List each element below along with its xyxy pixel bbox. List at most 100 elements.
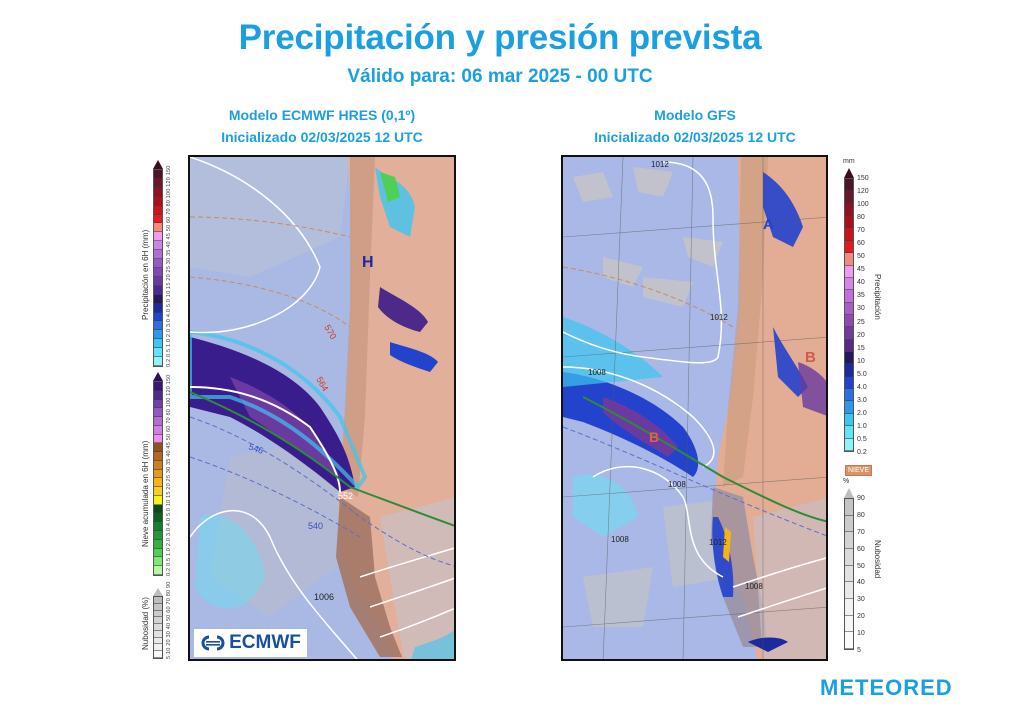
legend-color-swatch — [154, 232, 162, 242]
snow-color-bar — [153, 381, 163, 576]
legend-color-swatch — [154, 443, 162, 453]
legend-color-swatch — [154, 513, 162, 523]
legend-color-swatch — [154, 348, 162, 358]
legend-color-swatch — [154, 539, 162, 549]
legend-color-swatch — [154, 531, 162, 540]
legend-arrow-icon — [153, 160, 163, 169]
legend-tick-label: 2.0 — [857, 409, 867, 417]
legend-color-swatch — [154, 303, 162, 313]
legend-color-swatch — [154, 469, 162, 479]
precip-legend-title: Precipitación en 6H (mm) — [141, 229, 150, 320]
legend-color-swatch — [154, 566, 162, 575]
legend-arrow-icon — [844, 168, 854, 178]
legend-tick-label: 5.0 — [857, 370, 867, 378]
legend-color-swatch — [154, 223, 162, 233]
svg-text:552: 552 — [338, 491, 353, 501]
ecmwf-map-graphic: H 570 564 546 552 540 1006 — [190, 157, 454, 659]
legend-color-swatch — [845, 438, 853, 451]
legend-tick-label: 40 — [857, 279, 865, 287]
legend-color-swatch — [845, 314, 853, 328]
legend-color-swatch — [154, 504, 162, 514]
legend-color-swatch — [845, 290, 853, 303]
legend-tick-label: 3.0 — [857, 396, 867, 404]
svg-text:1008: 1008 — [745, 582, 763, 591]
gfs-panel-header: Modelo GFS Inicializado 02/03/2025 12 UT… — [560, 104, 830, 148]
cloud-legend-title: Nubosidad — [873, 540, 882, 579]
gfs-map-graphic: A B B 1012 1012 1008 1008 1008 1012 1008 — [563, 157, 826, 659]
gfs-model-name: Modelo GFS — [654, 107, 736, 123]
legend-color-swatch — [154, 294, 162, 304]
legend-color-swatch — [154, 557, 162, 567]
legend-color-swatch — [154, 285, 162, 295]
legend-color-swatch — [154, 487, 162, 496]
legend-tick-label: 50 — [857, 253, 865, 261]
precip-color-bar — [153, 169, 163, 367]
legend-tick-label: 20 — [857, 613, 865, 621]
legend-color-swatch — [845, 376, 853, 390]
legend-tick-label: 60 — [857, 545, 865, 553]
svg-text:1012: 1012 — [651, 160, 669, 169]
legend-tick-label: 100 — [857, 201, 869, 209]
svg-text:1008: 1008 — [588, 368, 606, 377]
legend-tick-label: 0.5 — [857, 435, 867, 443]
ecmwf-forecast-map[interactable]: H 570 564 546 552 540 1006 ECMWF — [188, 155, 456, 661]
precip-legend-title: Precipitación — [873, 274, 882, 320]
legend-color-swatch — [845, 413, 853, 427]
legend-color-swatch — [154, 630, 162, 638]
legend-tick-label: 90 — [857, 495, 865, 502]
cloud-color-bar — [153, 596, 163, 659]
legend-color-swatch — [845, 615, 853, 633]
precip-unit: mm — [843, 158, 855, 165]
ecmwf-init-time: Inicializado 02/03/2025 12 UTC — [221, 129, 423, 145]
svg-text:1012: 1012 — [709, 538, 727, 547]
legend-color-swatch — [154, 495, 162, 505]
legend-color-swatch — [154, 651, 162, 658]
svg-text:A: A — [763, 216, 774, 233]
svg-text:1008: 1008 — [668, 480, 686, 489]
legend-arrow-icon — [844, 488, 854, 498]
legend-color-swatch — [845, 302, 853, 315]
legend-tick-label: 30 — [857, 596, 865, 604]
legend-tick-label: 5 — [857, 647, 861, 654]
legend-color-swatch — [154, 187, 162, 197]
legend-color-swatch — [845, 389, 853, 402]
legend-color-swatch — [154, 399, 162, 409]
gfs-forecast-map[interactable]: A B B 1012 1012 1008 1008 1008 1012 1008 — [561, 155, 828, 661]
legend-color-swatch — [845, 277, 853, 291]
legend-tick-label: 40 — [857, 579, 865, 587]
legend-tick-label: 50 — [857, 562, 865, 570]
legend-color-swatch — [154, 390, 162, 400]
legend-color-swatch — [154, 259, 162, 268]
legend-color-swatch — [845, 598, 853, 616]
svg-text:540: 540 — [308, 521, 323, 531]
legend-color-swatch — [154, 178, 162, 188]
legend-color-swatch — [845, 499, 853, 516]
legend-color-swatch — [154, 408, 162, 418]
legend-color-swatch — [154, 339, 162, 349]
snow-legend-title: Nieve acumulada en 6H (mm) — [141, 440, 150, 547]
legend-color-swatch — [845, 327, 853, 340]
cloud-color-bar — [844, 498, 854, 650]
legend-tick-label: 35 — [857, 292, 865, 300]
legend-tick-label: 20 — [857, 331, 865, 339]
svg-text:546: 546 — [247, 441, 265, 456]
legend-tick-label: 80 — [857, 214, 865, 222]
page-title: Precipitación y presión prevista — [238, 18, 762, 57]
legend-color-swatch — [845, 339, 853, 353]
legend-tick-label: 150 — [857, 175, 869, 182]
legend-color-swatch — [154, 170, 162, 179]
legend-color-swatch — [154, 617, 162, 625]
legend-tick-label: 60 — [857, 240, 865, 248]
legend-arrow-icon — [153, 588, 163, 596]
high-pressure-label: H — [362, 254, 374, 271]
snow-badge: NIEVE — [845, 465, 873, 476]
legend-tick-label: 30 — [857, 305, 865, 313]
legend-color-swatch — [154, 417, 162, 426]
legend-tick-label: 15 — [857, 344, 865, 352]
meteored-logo: METEORED — [820, 675, 953, 700]
legend-color-swatch — [154, 603, 162, 611]
svg-text:B: B — [805, 349, 816, 366]
legend-arrow-icon — [153, 372, 163, 381]
ecmwf-model-name: Modelo ECMWF HRES (0,1º) — [228, 107, 416, 123]
legend-tick-label: 0.2 — [857, 449, 867, 456]
